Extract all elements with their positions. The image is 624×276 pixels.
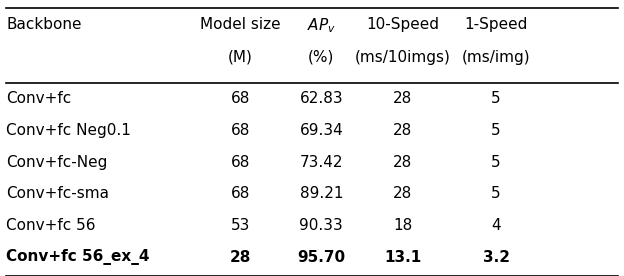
Text: Conv+fc 56_ex_4: Conv+fc 56_ex_4 xyxy=(6,250,150,265)
Text: Conv+fc-sma: Conv+fc-sma xyxy=(6,186,109,201)
Text: (M): (M) xyxy=(228,50,253,65)
Text: (ms/img): (ms/img) xyxy=(462,50,530,65)
Text: 89.21: 89.21 xyxy=(300,186,343,201)
Text: Model size: Model size xyxy=(200,17,281,31)
Text: 5: 5 xyxy=(491,123,501,138)
Text: Conv+fc-Neg: Conv+fc-Neg xyxy=(6,155,107,170)
Text: 5: 5 xyxy=(491,186,501,201)
Text: 10-Speed: 10-Speed xyxy=(366,17,439,31)
Text: 1-Speed: 1-Speed xyxy=(464,17,528,31)
Text: (ms/10imgs): (ms/10imgs) xyxy=(354,50,451,65)
Text: 68: 68 xyxy=(230,123,250,138)
Text: 28: 28 xyxy=(393,91,412,106)
Text: 28: 28 xyxy=(230,250,251,265)
Text: 90.33: 90.33 xyxy=(300,218,343,233)
Text: (%): (%) xyxy=(308,50,334,65)
Text: 3.2: 3.2 xyxy=(482,250,510,265)
Text: 68: 68 xyxy=(230,155,250,170)
Text: 73.42: 73.42 xyxy=(300,155,343,170)
Text: Backbone: Backbone xyxy=(6,17,82,31)
Text: $\mathit{AP_v}$: $\mathit{AP_v}$ xyxy=(307,17,336,35)
Text: 4: 4 xyxy=(491,218,501,233)
Text: Conv+fc Neg0.1: Conv+fc Neg0.1 xyxy=(6,123,131,138)
Text: 68: 68 xyxy=(230,186,250,201)
Text: 62.83: 62.83 xyxy=(300,91,343,106)
Text: Conv+fc 56: Conv+fc 56 xyxy=(6,218,95,233)
Text: 13.1: 13.1 xyxy=(384,250,421,265)
Text: 5: 5 xyxy=(491,155,501,170)
Text: 5: 5 xyxy=(491,91,501,106)
Text: 53: 53 xyxy=(230,218,250,233)
Text: 28: 28 xyxy=(393,186,412,201)
Text: 69.34: 69.34 xyxy=(300,123,343,138)
Text: Conv+fc: Conv+fc xyxy=(6,91,72,106)
Text: 18: 18 xyxy=(393,218,412,233)
Text: 28: 28 xyxy=(393,155,412,170)
Text: 68: 68 xyxy=(230,91,250,106)
Text: 95.70: 95.70 xyxy=(297,250,346,265)
Text: 28: 28 xyxy=(393,123,412,138)
